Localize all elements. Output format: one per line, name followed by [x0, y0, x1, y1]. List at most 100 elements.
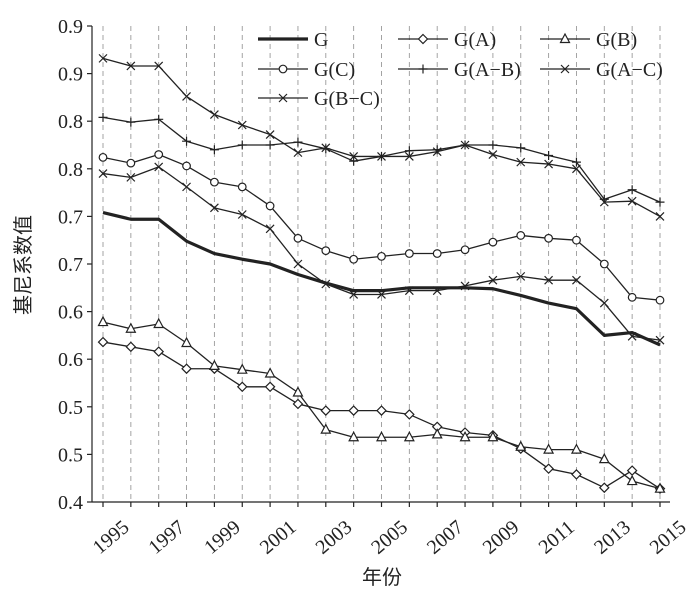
data-point — [182, 182, 191, 192]
data-point — [543, 443, 555, 454]
data-point — [487, 430, 499, 442]
legend-label: G(A) — [454, 29, 496, 51]
data-point — [598, 482, 610, 494]
data-point — [126, 61, 136, 71]
y-axis-ticks: 0.4 0.5 0.5 0.6 0.6 0.7 0.7 0.8 0.8 0.9 0.9 — [58, 16, 92, 514]
legend-item: G(A−C) — [540, 59, 663, 81]
data-point — [97, 336, 109, 348]
data-point — [264, 367, 276, 378]
data-point — [126, 117, 136, 127]
data-point — [181, 363, 192, 375]
data-point — [516, 143, 526, 153]
data-point — [488, 150, 498, 159]
data-point — [655, 335, 665, 345]
data-point — [516, 157, 526, 167]
y-tick-label: 0.7 — [58, 206, 83, 228]
data-point — [515, 440, 527, 451]
data-point — [98, 112, 108, 122]
data-point — [154, 114, 164, 124]
data-point — [599, 259, 609, 269]
legend-marker — [278, 64, 288, 74]
data-point — [572, 275, 581, 285]
legend-item: G(B−C) — [258, 88, 380, 110]
legend-label: G(A−B) — [454, 59, 521, 81]
data-point — [404, 249, 414, 258]
data-point — [627, 331, 637, 341]
y-tick-label: 0.8 — [58, 111, 83, 133]
series-group — [97, 53, 666, 495]
data-point — [516, 271, 526, 281]
data-point — [599, 197, 609, 207]
data-point — [292, 386, 304, 397]
data-point — [488, 237, 498, 247]
legend-label: G(C) — [314, 59, 355, 81]
data-point — [627, 196, 637, 206]
series-G(C) — [98, 150, 665, 305]
data-point — [654, 482, 666, 493]
data-point — [488, 140, 498, 150]
y-tick-label: 0.9 — [58, 64, 83, 86]
data-point — [432, 249, 442, 258]
y-tick-label: 0.6 — [58, 302, 83, 324]
data-point — [320, 405, 332, 416]
data-point — [377, 151, 386, 161]
data-point — [376, 405, 387, 416]
data-point — [237, 210, 247, 219]
data-point — [209, 177, 219, 187]
data-point — [208, 359, 220, 370]
legend-item: G(B) — [540, 29, 637, 51]
data-point — [599, 298, 609, 308]
legend-item: G — [258, 29, 328, 51]
data-point — [265, 130, 275, 139]
x-axis-ticks: 1995 1997 1999 2001 2003 2005 2007 2009 2011 2013… — [89, 502, 691, 559]
data-point — [655, 211, 665, 221]
x-tick-label: 1995 — [89, 516, 134, 559]
data-point — [572, 164, 581, 174]
data-point — [265, 140, 275, 150]
legend-label: G(B−C) — [314, 88, 380, 110]
data-point — [655, 295, 665, 305]
data-point — [293, 259, 303, 269]
data-point — [182, 92, 191, 101]
y-tick-label: 0.8 — [58, 159, 83, 181]
data-point — [182, 136, 192, 146]
legend-label: G(A−C) — [596, 59, 663, 81]
series-G — [102, 211, 661, 347]
data-point — [404, 146, 414, 156]
x-tick-label: 1997 — [144, 516, 189, 559]
x-tick-label: 2007 — [423, 516, 468, 559]
data-point — [544, 150, 554, 160]
legend-label: G(B) — [596, 29, 637, 51]
x-tick-label: 2001 — [256, 516, 301, 559]
data-point — [98, 152, 108, 162]
y-tick-label: 0.5 — [58, 444, 83, 466]
data-point — [236, 363, 248, 374]
data-point — [570, 443, 582, 454]
data-point — [544, 159, 554, 169]
x-tick-label: 1999 — [200, 516, 245, 559]
data-point — [349, 156, 359, 166]
data-point — [98, 53, 108, 63]
data-point — [571, 157, 581, 167]
data-point — [544, 275, 554, 285]
x-tick-label: 2015 — [646, 516, 691, 559]
x-tick-label: 2011 — [535, 516, 579, 558]
data-point — [655, 197, 665, 207]
data-point — [460, 281, 470, 291]
series-G(B) — [97, 315, 666, 493]
x-tick-label: 2009 — [479, 516, 524, 559]
data-point — [432, 286, 442, 296]
y-axis-title: 基尼系数值 — [11, 215, 35, 315]
legend-item: G(A−B) — [398, 59, 521, 81]
data-point — [598, 452, 610, 464]
legend-marker — [417, 33, 429, 45]
data-point — [432, 145, 442, 155]
data-point — [209, 145, 219, 155]
data-point — [293, 233, 303, 243]
legend-marker — [418, 64, 428, 74]
y-tick-label: 0.5 — [58, 397, 83, 419]
data-point — [126, 172, 136, 182]
series-G(A) — [97, 336, 666, 495]
data-point — [404, 409, 415, 420]
y-tick-label: 0.4 — [58, 492, 83, 514]
